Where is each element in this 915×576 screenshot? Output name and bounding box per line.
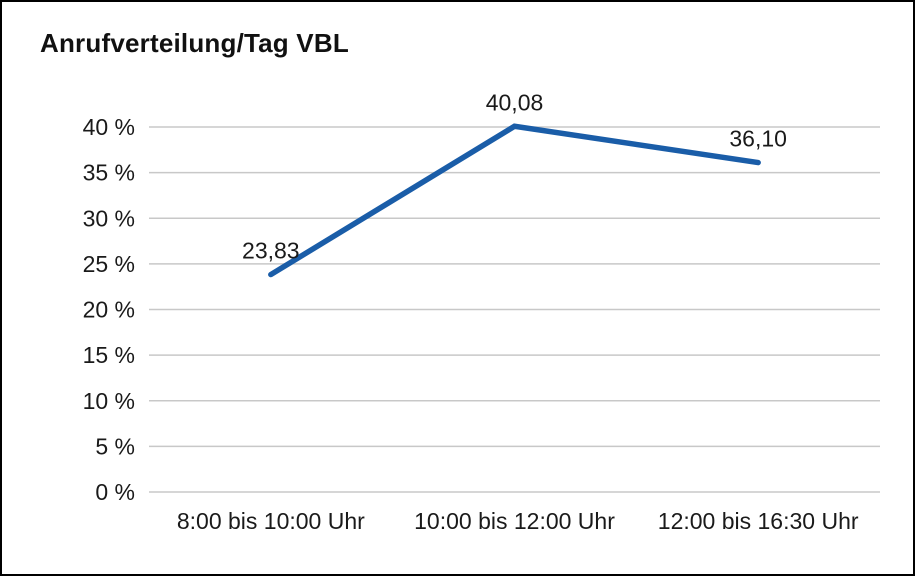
y-axis-tick-label: 5 % [95, 433, 135, 459]
y-axis-tick-label: 30 % [83, 205, 135, 231]
y-axis-tick-label: 15 % [83, 342, 135, 368]
y-axis-tick-label: 25 % [83, 251, 135, 277]
chart-title: Anrufverteilung/Tag VBL [40, 28, 349, 58]
x-axis-tick-label: 8:00 bis 10:00 Uhr [177, 508, 365, 534]
y-axis-tick-label: 20 % [83, 297, 135, 323]
data-point-label: 40,08 [486, 89, 544, 115]
y-axis-tick-label: 0 % [95, 479, 135, 505]
data-point-label: 23,83 [242, 238, 300, 264]
x-axis-tick-label: 12:00 bis 16:30 Uhr [658, 508, 859, 534]
y-axis-tick-label: 10 % [83, 388, 135, 414]
y-axis-tick-label: 40 % [83, 114, 135, 140]
data-series-line [268, 123, 761, 278]
data-point-label: 36,10 [729, 126, 787, 152]
x-axis-tick-label: 10:00 bis 12:00 Uhr [414, 508, 615, 534]
y-axis-tick-label: 35 % [83, 160, 135, 186]
